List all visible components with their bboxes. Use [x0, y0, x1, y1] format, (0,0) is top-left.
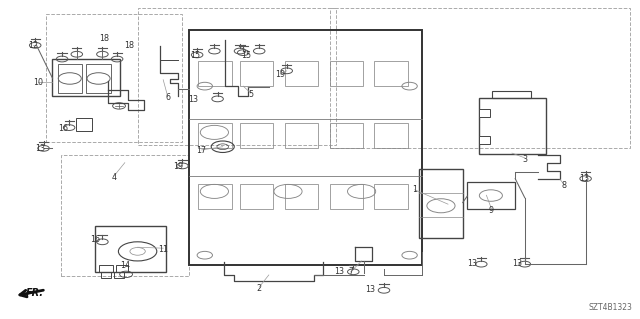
Bar [198, 184, 232, 209]
Bar [116, 265, 128, 272]
Text: 1: 1 [412, 185, 417, 194]
Bar [330, 8, 630, 148]
Bar [138, 8, 336, 145]
Text: 16: 16 [58, 124, 68, 133]
Bar [330, 184, 363, 209]
Text: 18: 18 [99, 34, 109, 43]
Bar [479, 109, 490, 117]
Bar [240, 61, 273, 86]
Bar [99, 265, 113, 272]
Text: 7: 7 [348, 267, 353, 276]
Text: 12: 12 [28, 41, 38, 50]
Bar [467, 182, 515, 209]
Text: 3: 3 [522, 155, 527, 164]
Bar [189, 30, 422, 265]
Bar [374, 184, 408, 209]
Text: 15: 15 [241, 51, 252, 60]
Text: 2: 2 [257, 284, 262, 293]
Bar [240, 123, 273, 148]
Text: 13: 13 [512, 259, 522, 268]
Text: 10: 10 [33, 78, 44, 87]
Text: 13: 13 [35, 144, 45, 153]
Bar [240, 184, 273, 209]
Bar [114, 272, 124, 278]
Text: 5: 5 [248, 90, 253, 99]
Text: 13: 13 [467, 259, 477, 268]
Text: 17: 17 [196, 146, 207, 155]
Text: 9: 9 [489, 206, 494, 215]
Bar [76, 118, 92, 131]
Bar [374, 61, 408, 86]
Bar [58, 64, 82, 93]
Bar [419, 169, 463, 238]
Text: 8: 8 [562, 181, 567, 190]
Text: 18: 18 [124, 41, 134, 50]
Text: 13: 13 [365, 285, 375, 294]
Text: SZT4B1323: SZT4B1323 [588, 303, 632, 312]
Text: 14: 14 [120, 261, 130, 270]
Bar [52, 59, 120, 96]
Bar [61, 155, 189, 276]
Bar [95, 226, 166, 272]
Bar [330, 123, 363, 148]
Text: 4: 4 [111, 173, 116, 182]
Bar [285, 61, 318, 86]
Bar [46, 14, 182, 142]
Bar [285, 184, 318, 209]
Text: 15: 15 [190, 51, 200, 60]
Text: 19: 19 [275, 70, 285, 79]
Text: 13: 13 [334, 267, 344, 276]
Bar [101, 272, 111, 278]
Text: 16: 16 [90, 235, 100, 244]
Bar [374, 123, 408, 148]
Bar [198, 61, 232, 86]
Bar [479, 136, 490, 144]
Text: 6: 6 [165, 93, 170, 102]
Bar [86, 64, 111, 93]
Bar [330, 61, 363, 86]
Text: 13: 13 [579, 174, 589, 183]
Text: 11: 11 [158, 245, 168, 254]
Bar [285, 123, 318, 148]
Bar [492, 91, 531, 98]
Bar [198, 123, 232, 148]
Bar [479, 98, 546, 154]
Text: 19: 19 [173, 162, 183, 171]
Text: 13: 13 [188, 95, 198, 104]
Text: FR.: FR. [26, 288, 44, 298]
